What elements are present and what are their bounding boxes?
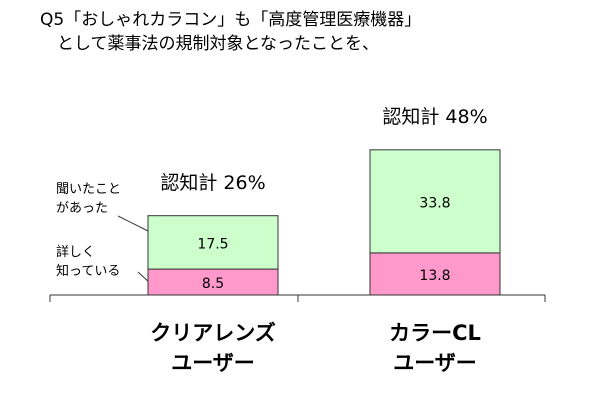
value-label: 17.5 [197,236,228,252]
bar-segment [147,215,279,270]
bar-segment [369,149,501,254]
value-label: 13.8 [419,268,450,284]
legend-label: 詳しく 知っている [56,245,121,279]
value-label: 33.8 [419,195,450,211]
category-label: クリアレンズ ユーザー [150,321,276,375]
chart-title: Q5「おしゃれカラコン」も「高度管理医療機器」 として薬事法の規制対象となったこ… [40,10,422,54]
value-label: 8.5 [202,276,224,292]
leader-line [117,215,151,233]
legend-label: 聞いたこと があった [56,182,122,216]
annotation: 認知計 48% [382,105,488,128]
annotation: 認知計 26% [160,171,266,194]
bar-segment [147,268,279,296]
category-label: カラーCL ユーザー [389,321,481,375]
